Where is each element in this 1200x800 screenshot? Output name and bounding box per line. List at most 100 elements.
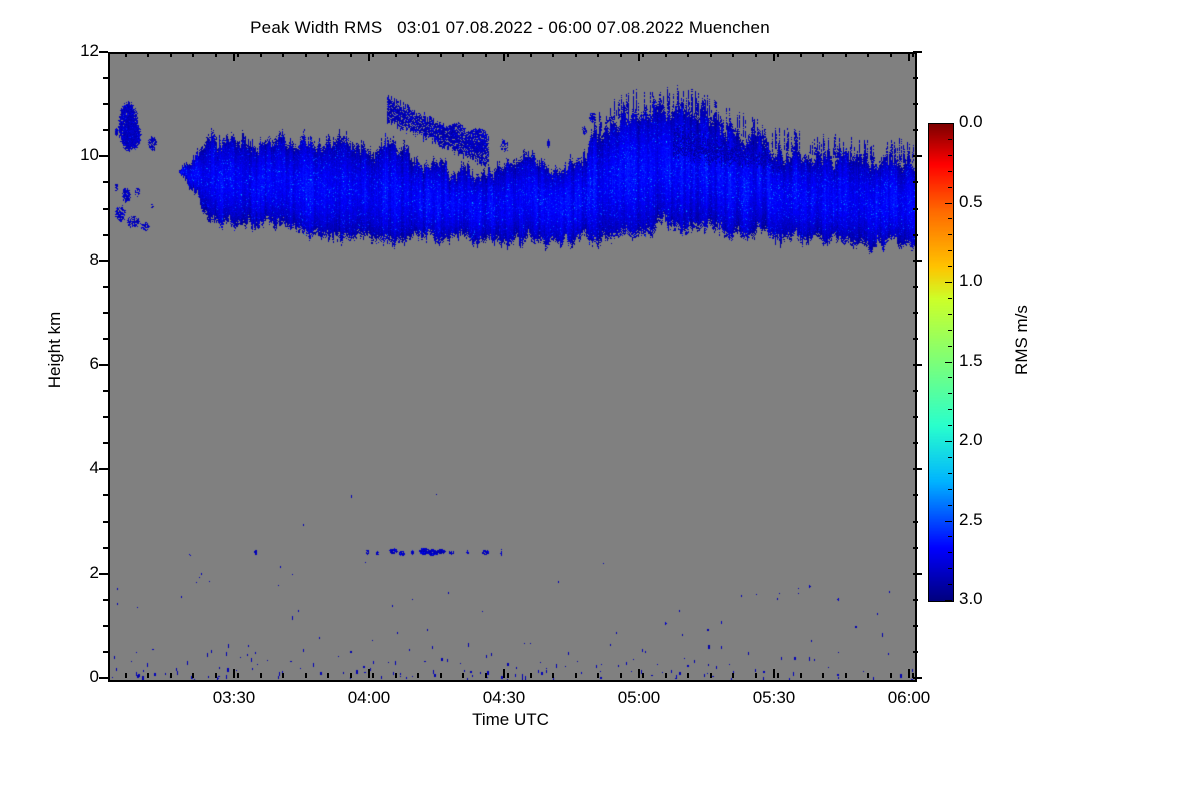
x-tick-minor xyxy=(597,673,599,678)
x-tick-minor xyxy=(395,52,397,57)
x-tick-label: 03:30 xyxy=(212,688,256,707)
x-tick-minor xyxy=(665,673,667,678)
colorbar-tick-minor xyxy=(948,250,952,251)
x-tick-minor xyxy=(845,673,847,678)
x-tick-minor xyxy=(327,52,329,57)
y-tick-minor xyxy=(913,599,918,601)
x-tick-label: 06:00 xyxy=(887,688,931,707)
x-tick-minor xyxy=(665,52,667,57)
y-tick-minor xyxy=(913,234,918,236)
x-tick-minor xyxy=(687,52,689,57)
colorbar-tick-minor xyxy=(948,425,952,426)
x-tick-minor xyxy=(800,52,802,57)
colorbar-tick-minor xyxy=(948,409,952,410)
x-tick-minor xyxy=(777,673,779,678)
x-tick-minor xyxy=(192,673,194,678)
page-title: Peak Width RMS 03:01 07.08.2022 - 06:00 … xyxy=(250,18,770,37)
y-tick-major xyxy=(99,155,108,157)
y-tick-minor xyxy=(103,286,108,288)
x-tick-major xyxy=(368,669,370,678)
x-tick-minor xyxy=(642,52,644,57)
colorbar-tick-minor xyxy=(948,266,952,267)
colorbar-tick-major xyxy=(945,282,952,283)
colorbar-tick-label: 0.0 xyxy=(959,112,983,131)
colorbar-tick-label: 1.5 xyxy=(959,351,983,370)
y-tick-minor xyxy=(913,416,918,418)
x-tick-minor xyxy=(237,673,239,678)
y-tick-minor xyxy=(103,390,108,392)
x-tick-label: 05:30 xyxy=(752,688,796,707)
colorbar-tick-label: 0.5 xyxy=(959,192,983,211)
x-tick-minor xyxy=(485,673,487,678)
y-tick-minor xyxy=(103,208,108,210)
plot-area[interactable] xyxy=(108,52,917,682)
y-tick-minor xyxy=(103,103,108,105)
x-tick-minor xyxy=(237,52,239,57)
y-tick-minor xyxy=(913,390,918,392)
colorbar-tick-minor xyxy=(948,473,952,474)
colorbar-tick-label: 2.0 xyxy=(959,430,983,449)
colorbar-tick-label: 3.0 xyxy=(959,589,983,608)
y-tick-major xyxy=(913,155,922,157)
y-tick-minor xyxy=(913,77,918,79)
x-tick-minor xyxy=(125,52,127,57)
y-tick-label: 6 xyxy=(89,354,99,373)
x-tick-minor xyxy=(597,52,599,57)
y-axis-title: Height km xyxy=(45,311,64,389)
x-tick-major xyxy=(908,669,910,678)
y-tick-label: 2 xyxy=(89,563,99,582)
x-tick-minor xyxy=(890,673,892,678)
colorbar-tick-minor xyxy=(948,584,952,585)
y-tick-label: 8 xyxy=(89,250,99,269)
y-tick-minor xyxy=(913,651,918,653)
x-tick-minor xyxy=(912,673,914,678)
colorbar-tick-label: 2.5 xyxy=(959,510,983,529)
y-tick-minor xyxy=(103,416,108,418)
x-tick-minor xyxy=(530,52,532,57)
y-tick-minor xyxy=(103,181,108,183)
colorbar-tick-minor xyxy=(948,171,952,172)
time-height-heatmap[interactable] xyxy=(110,54,915,680)
x-tick-minor xyxy=(732,52,734,57)
colorbar-tick-minor xyxy=(948,218,952,219)
x-tick-minor xyxy=(440,673,442,678)
y-tick-major xyxy=(99,260,108,262)
x-tick-major xyxy=(638,669,640,678)
colorbar-tick-minor xyxy=(948,393,952,394)
x-tick-minor xyxy=(755,52,757,57)
x-tick-minor xyxy=(867,52,869,57)
x-tick-minor xyxy=(282,52,284,57)
y-tick-major xyxy=(99,573,108,575)
y-tick-minor xyxy=(913,494,918,496)
x-tick-minor xyxy=(417,52,419,57)
x-tick-minor xyxy=(620,673,622,678)
colorbar-tick-major xyxy=(945,362,952,363)
x-tick-minor xyxy=(215,673,217,678)
y-tick-major xyxy=(99,51,108,53)
colorbar-tick-minor xyxy=(948,377,952,378)
colorbar-title: RMS m/s xyxy=(1012,305,1031,375)
colorbar-tick-minor xyxy=(948,505,952,506)
x-tick-minor xyxy=(575,52,577,57)
y-tick-minor xyxy=(913,129,918,131)
y-tick-major xyxy=(913,260,922,262)
y-tick-minor xyxy=(103,494,108,496)
x-tick-minor xyxy=(710,52,712,57)
y-tick-major xyxy=(913,51,922,53)
colorbar-tick-major xyxy=(945,600,952,601)
colorbar-tick-minor xyxy=(948,330,952,331)
x-tick-minor xyxy=(620,52,622,57)
x-tick-major xyxy=(233,52,235,61)
x-tick-minor xyxy=(867,673,869,678)
y-tick-minor xyxy=(913,547,918,549)
x-tick-minor xyxy=(327,673,329,678)
y-tick-major xyxy=(913,468,922,470)
colorbar-tick-major xyxy=(945,441,952,442)
x-tick-minor xyxy=(642,673,644,678)
y-tick-label: 4 xyxy=(89,458,99,477)
x-tick-minor xyxy=(260,673,262,678)
x-tick-major xyxy=(368,52,370,61)
y-tick-minor xyxy=(103,521,108,523)
x-tick-minor xyxy=(822,673,824,678)
